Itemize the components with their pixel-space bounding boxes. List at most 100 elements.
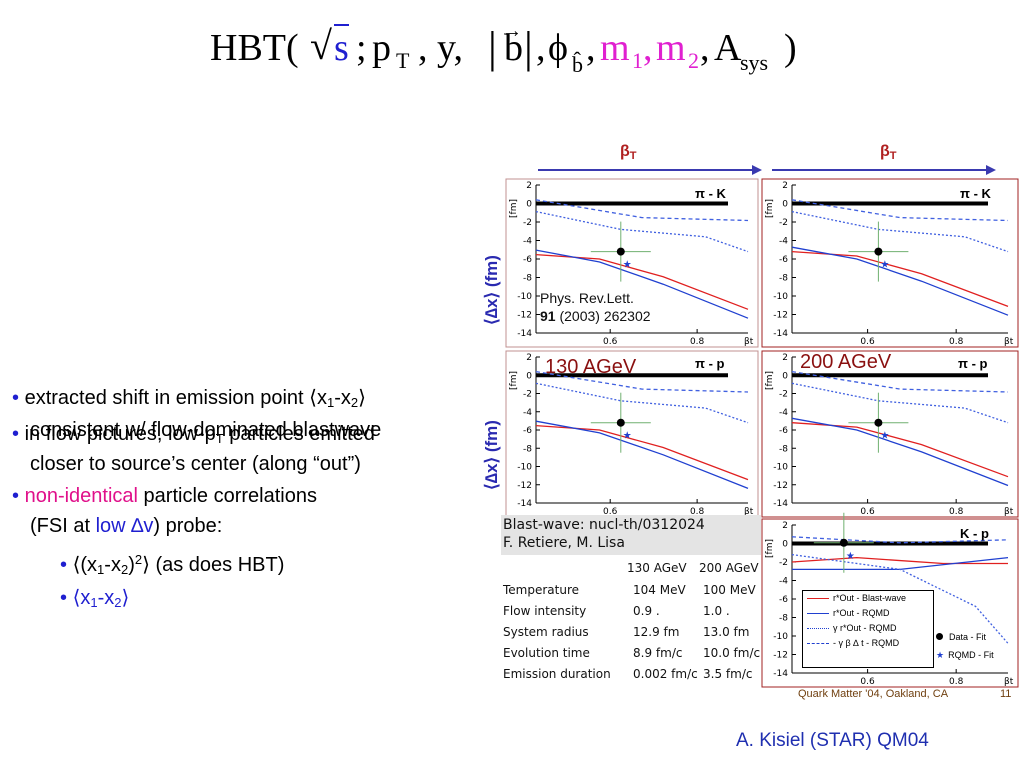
panel-top-right bbox=[761, 178, 1019, 348]
y-tick-label: -10 bbox=[773, 632, 788, 642]
bullet-1: • extracted shift in emission point ⟨x1-… bbox=[12, 387, 366, 410]
y-tick-label: -4 bbox=[523, 408, 532, 418]
x-var-label: βt bbox=[1004, 507, 1014, 517]
curve-rqmd bbox=[791, 246, 1009, 316]
panel-top-left bbox=[505, 178, 759, 348]
y-tick-label: -14 bbox=[517, 499, 532, 509]
y-tick-label: -8 bbox=[779, 614, 788, 624]
table-cell: 12.9 fm bbox=[633, 625, 680, 639]
x-tick-label: 0.6 bbox=[603, 337, 618, 347]
formula-abs-left: | bbox=[488, 23, 497, 72]
panel-mid-left bbox=[505, 350, 759, 518]
y-tick-label: 0 bbox=[782, 540, 788, 550]
beta-arrows bbox=[538, 165, 996, 175]
unit-label: [fm] bbox=[509, 199, 519, 218]
rqmd-fit-point: ★ bbox=[880, 260, 889, 271]
curve-blastwave bbox=[791, 250, 1009, 308]
table-cell: 3.5 fm/c bbox=[703, 667, 753, 681]
table-cell: 10.0 fm/c bbox=[703, 646, 761, 660]
formula-A: A bbox=[714, 27, 742, 69]
plot-grid: 2 0 -2 -4 -6 -8 -10 -12 -14 [fm] 0.6 0.8 βt 2 0 -2 -4 -6 -… bbox=[505, 178, 1019, 688]
table-cell: 0.002 fm/c bbox=[633, 667, 698, 681]
sqrt-icon: √ bbox=[310, 23, 332, 68]
y-tick-label: -12 bbox=[517, 481, 532, 491]
curve-gamma-rqmd bbox=[791, 382, 1009, 424]
table-row-label: Temperature bbox=[503, 583, 580, 597]
y-tick-label: -4 bbox=[779, 408, 788, 418]
y-tick-label: -4 bbox=[523, 237, 532, 247]
y-tick-label: -8 bbox=[779, 274, 788, 284]
formula-comma2: , bbox=[586, 27, 596, 69]
y-tick-label: -14 bbox=[517, 329, 532, 339]
page-number: 11 bbox=[1000, 688, 1012, 700]
formula-comma-phi: , bbox=[536, 27, 546, 69]
formula-m1-sub: 1 bbox=[632, 48, 643, 73]
x-var-label: βt bbox=[1004, 677, 1014, 687]
energy-130-label: 130 AGeV bbox=[545, 356, 637, 378]
y-tick-label: -14 bbox=[773, 329, 788, 339]
sub-bullet-2: • ⟨x1-x2⟩ bbox=[60, 587, 130, 610]
data-point bbox=[616, 247, 625, 256]
y-tick-label: 0 bbox=[526, 200, 532, 210]
curve-rqmd bbox=[791, 417, 1009, 487]
rqmd-fit-point: ★ bbox=[623, 431, 632, 442]
x-tick-label: 0.6 bbox=[603, 507, 618, 517]
x-tick-label: 0.6 bbox=[860, 337, 875, 347]
beta-t-label-left: βT bbox=[620, 143, 637, 162]
curve-gamma-beta bbox=[535, 199, 749, 222]
curve-gamma-rqmd bbox=[791, 553, 1009, 644]
y-tick-label: -10 bbox=[773, 292, 788, 302]
formula-abs-right: | bbox=[524, 23, 533, 72]
x-var-label: βt bbox=[744, 337, 754, 347]
x-tick-label: 0.8 bbox=[949, 337, 964, 347]
curve-blastwave bbox=[791, 422, 1009, 478]
formula-A-sub: sys bbox=[740, 50, 769, 75]
y-tick-label: 0 bbox=[526, 371, 532, 381]
curve-gamma-beta bbox=[791, 536, 1009, 544]
curve-gamma-rqmd bbox=[535, 382, 749, 424]
formula-m2: m bbox=[656, 27, 686, 69]
table-row-label: Evolution time bbox=[503, 646, 590, 660]
x-var-label: βt bbox=[744, 507, 754, 517]
table-cell: 104 MeV bbox=[633, 583, 686, 597]
data-point bbox=[874, 247, 883, 256]
data-point bbox=[839, 538, 848, 547]
y-tick-label: -4 bbox=[779, 577, 788, 587]
curve-gamma-rqmd bbox=[791, 210, 1009, 253]
legend-right: Data - Fit ★ RQMD - Fit bbox=[936, 632, 994, 660]
y-tick-label: -2 bbox=[523, 218, 532, 228]
curve-gamma-beta bbox=[791, 199, 1009, 222]
rqmd-fit-point: ★ bbox=[880, 431, 889, 442]
formula-y: , y, bbox=[418, 27, 464, 69]
unit-label: [fm] bbox=[765, 539, 775, 558]
curve-blastwave bbox=[791, 556, 1008, 565]
unit-label: [fm] bbox=[509, 371, 519, 390]
panel-br-label: K - p bbox=[960, 526, 989, 541]
y-tick-label: -14 bbox=[773, 499, 788, 509]
table-cell: 0.9 . bbox=[633, 604, 660, 618]
rqmd-fit-point: ★ bbox=[846, 551, 855, 562]
y-tick-label: -6 bbox=[523, 426, 532, 436]
bullet-1-line2: consistent w/ flow-dominated blastwave bbox=[30, 419, 382, 441]
x-tick-label: 0.6 bbox=[860, 507, 875, 517]
formula-hbt: HBT( bbox=[210, 27, 299, 69]
x-var-label: βt bbox=[1004, 337, 1014, 347]
curve-rqmd bbox=[535, 420, 749, 490]
unit-label: [fm] bbox=[765, 199, 775, 218]
curve-gamma-beta bbox=[535, 370, 749, 393]
y-tick-label: -10 bbox=[517, 292, 532, 302]
panel-tl-label: π - K bbox=[695, 186, 726, 201]
y-tick-label: 2 bbox=[782, 353, 788, 363]
data-point bbox=[874, 418, 883, 427]
y-tick-label: 2 bbox=[526, 353, 532, 363]
y-tick-label: 0 bbox=[782, 200, 788, 210]
formula-comma3: , bbox=[643, 27, 653, 69]
y-tick-label: -8 bbox=[523, 444, 532, 454]
y-tick-label: -6 bbox=[779, 595, 788, 605]
formula-p-sub: T bbox=[396, 48, 410, 73]
formula-phi-sub: b̂ bbox=[572, 52, 583, 77]
legend-box: r*Out - Blast-wave r*Out - RQMD γ r*Out … bbox=[802, 590, 934, 668]
y-tick-label: -8 bbox=[523, 274, 532, 284]
curve-blastwave bbox=[535, 253, 749, 310]
table-row-label: System radius bbox=[503, 625, 589, 639]
